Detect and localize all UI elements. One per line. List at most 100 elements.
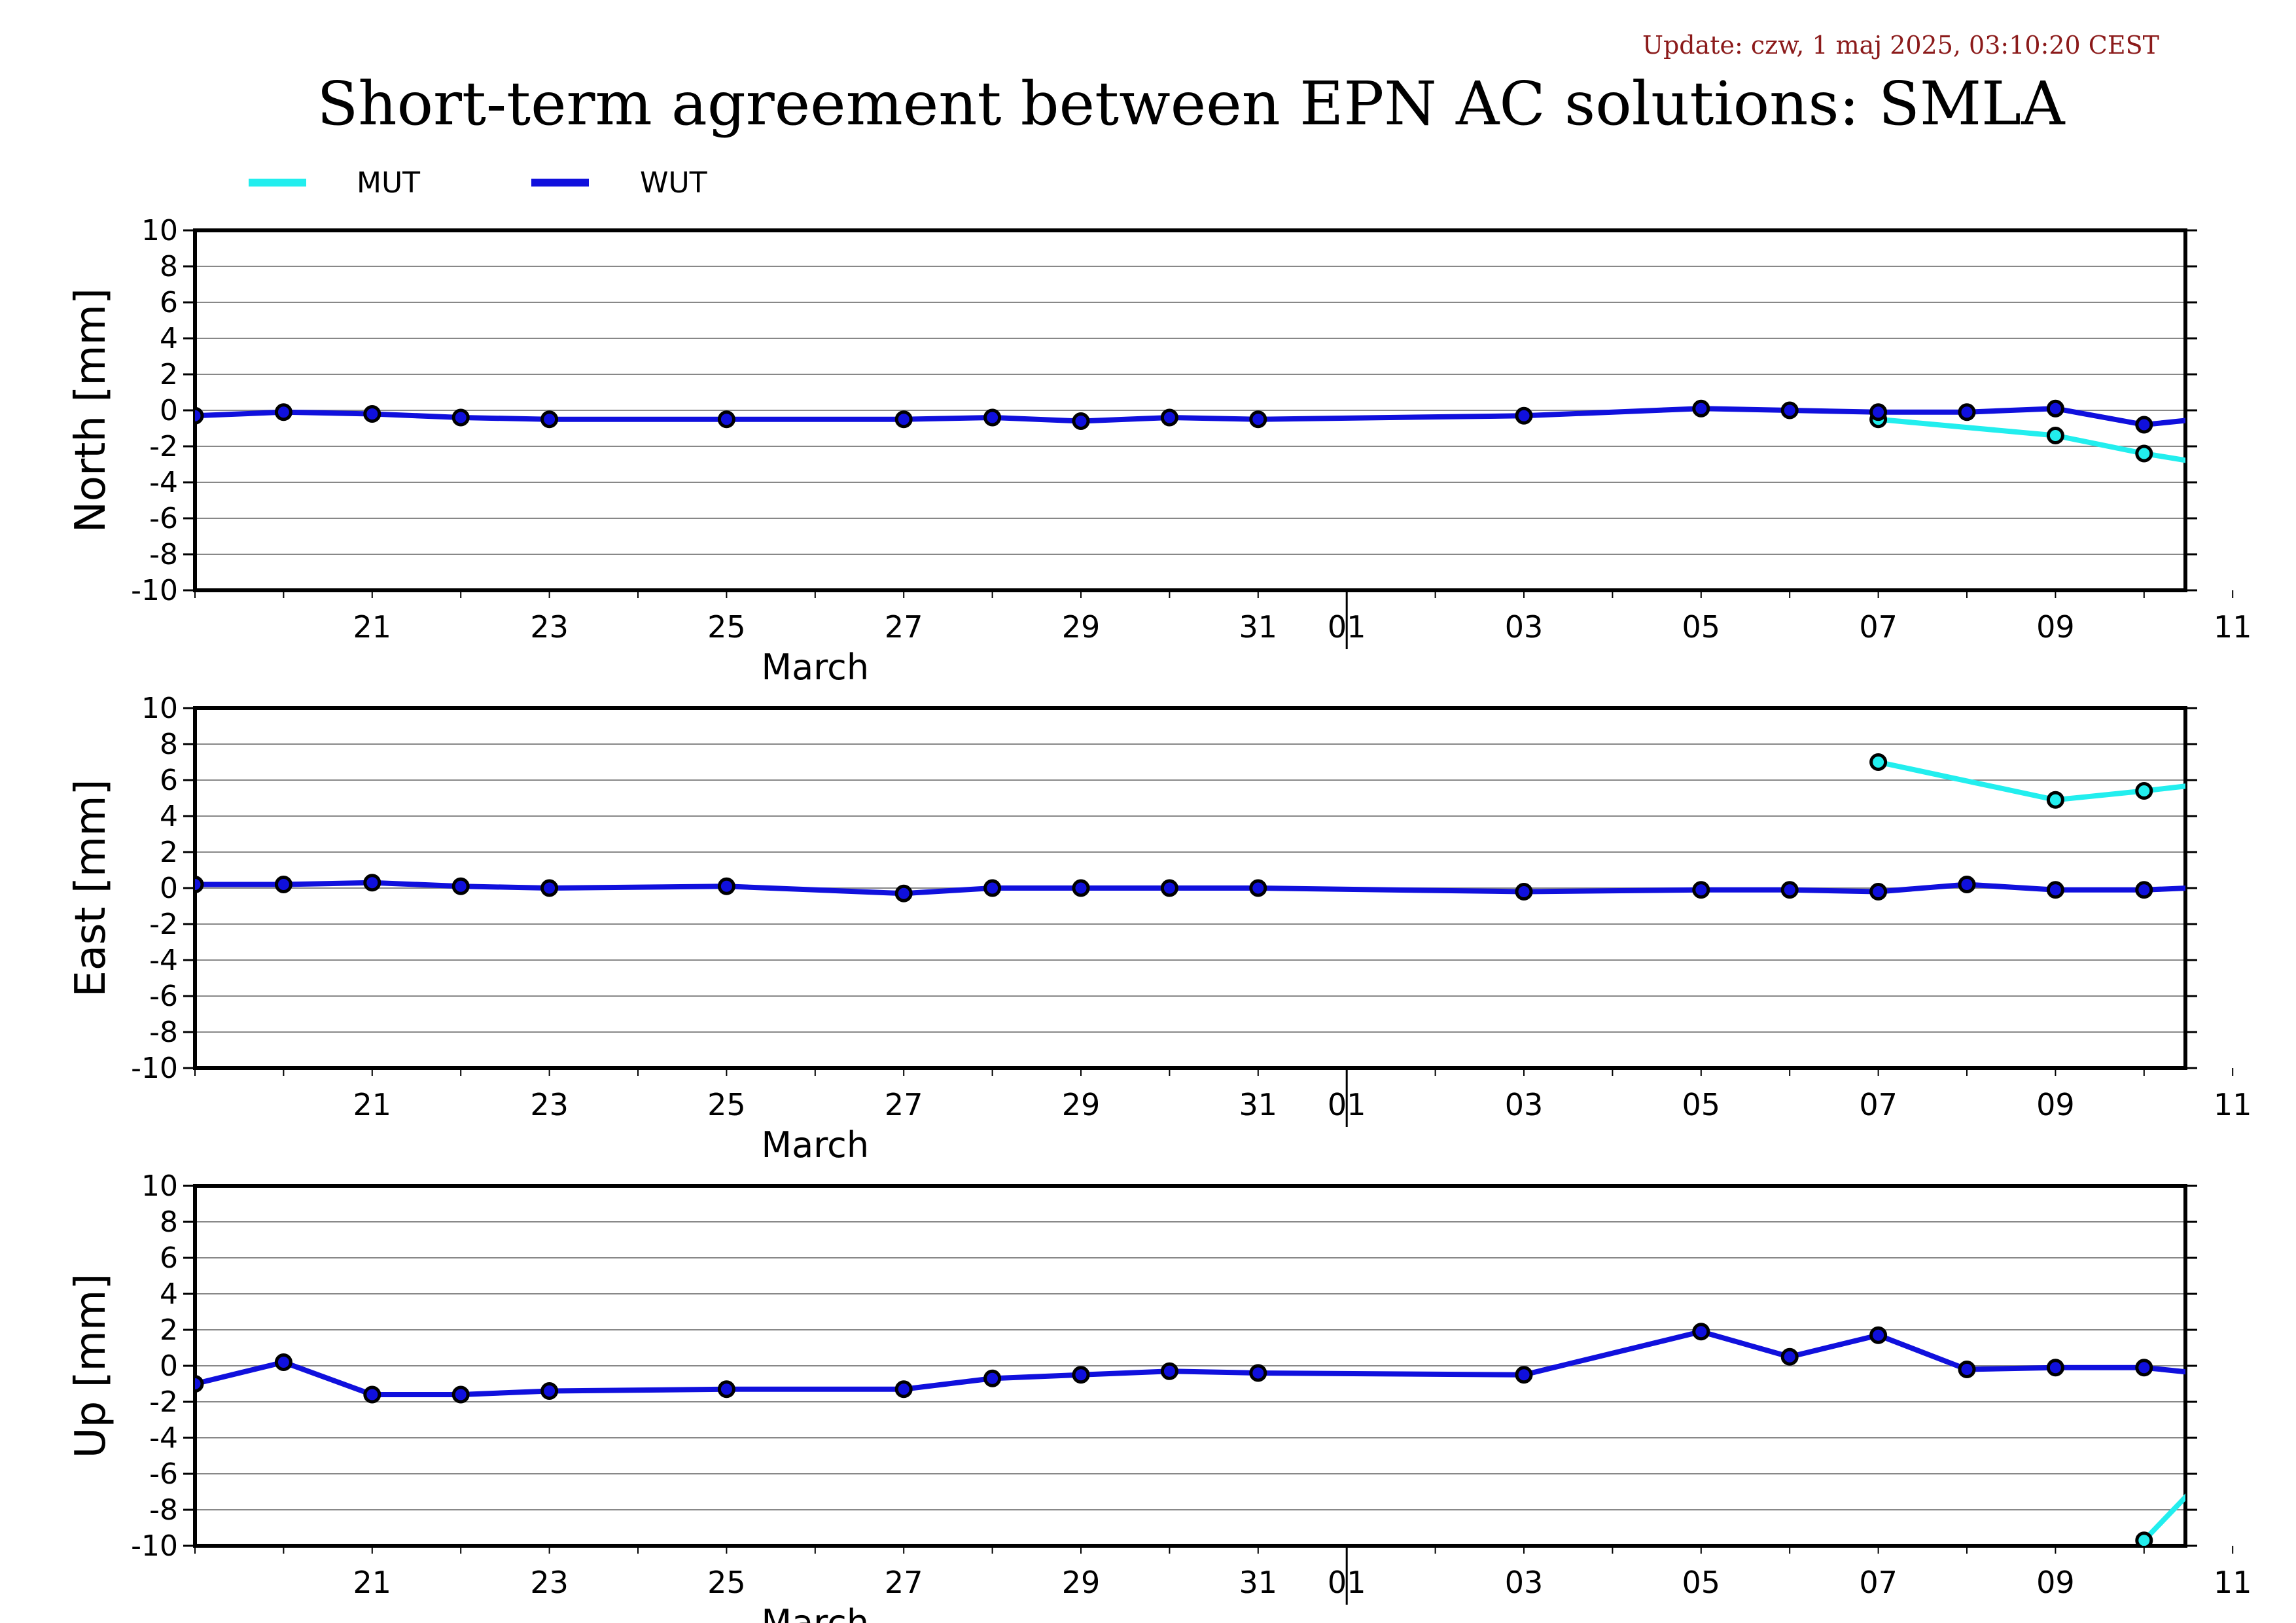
x-tick-label: 21 [353,609,392,645]
x-tick-label: 03 [1505,1565,1544,1600]
data-point-wut [195,876,204,893]
y-tick-label: 8 [160,728,178,761]
data-point-wut [2135,416,2153,434]
series-wut [195,874,2240,902]
y-tick-label: 10 [141,214,178,247]
data-point-wut [983,408,1002,427]
data-point-wut [363,1385,381,1404]
data-point-wut [2135,1359,2153,1377]
y-tick-label: 2 [160,1313,178,1347]
x-tick-label: 23 [530,1565,569,1600]
data-point-wut [1515,1366,1533,1384]
data-point-wut [1958,403,1976,421]
x-tick-label: 09 [2036,609,2075,645]
y-tick-label: 4 [160,322,178,355]
data-point-wut [717,1380,735,1399]
y-tick-label: 10 [141,692,178,725]
series-line-wut [195,1329,2185,1397]
data-point-wut [1692,399,1710,418]
data-point-wut [451,1385,470,1404]
y-tick-label: 6 [160,1241,178,1275]
series-mut [1869,753,2185,809]
x-tick-label: 23 [530,1087,569,1122]
data-point-wut [1072,412,1090,430]
y-tick-label: 0 [160,872,178,905]
x-tick-label: 03 [1505,609,1544,645]
x-tick-label: 27 [885,1087,923,1122]
y-tick-label: -6 [149,980,178,1013]
x-tick-label: 21 [353,1565,392,1600]
x-tick-label: 03 [1505,1087,1544,1122]
data-point-wut [2046,881,2064,899]
data-point-wut [2046,1359,2064,1377]
data-point-wut [451,408,470,427]
x-tick-label: 05 [1682,609,1721,645]
data-point-wut [540,1382,559,1400]
x-tick-label: 09 [2036,1565,2075,1600]
data-point-wut [1072,1366,1090,1384]
data-point-wut [1692,881,1710,899]
y-tick-label: -10 [131,1052,178,1085]
data-point-mut [2046,791,2064,809]
data-point-wut [1515,883,1533,901]
series-wut [195,1323,2185,1404]
x-tick-label: 25 [707,1087,746,1122]
y-axis-label: North [mm] [67,288,115,533]
y-tick-label: -2 [149,430,178,463]
update-timestamp: Update: czw, 1 maj 2025, 03:10:20 CEST [1642,31,2159,60]
data-point-wut [1072,879,1090,897]
series-line-mut [1878,416,2185,463]
y-tick-label: -6 [149,1457,178,1491]
data-point-wut [983,1369,1002,1387]
y-tick-label: 8 [160,1205,178,1239]
y-tick-label: -2 [149,1385,178,1419]
y-tick-label: -10 [131,1529,178,1563]
plot-frame [193,1184,2187,1548]
x-tick-label: 31 [1239,1565,1278,1600]
month-label: March [761,1602,869,1623]
x-tick-label: 21 [353,1087,392,1122]
data-point-wut [1160,1362,1178,1380]
data-point-wut [1869,883,1888,901]
y-tick-label: -10 [131,574,178,607]
data-point-wut [1160,879,1178,897]
x-tick-label: 23 [530,609,569,645]
data-point-wut [1780,1347,1799,1366]
y-tick-label: 2 [160,836,178,869]
x-tick-label: 29 [1062,1087,1101,1122]
data-point-wut [1692,1323,1710,1341]
data-point-mut [1869,753,1888,771]
x-tick-label: 27 [885,609,923,645]
series-line-wut [195,406,2185,427]
legend: MUT WUT [249,166,707,200]
month-label: March [761,647,869,688]
data-point-wut [2225,879,2240,893]
x-tick-label: 11 [2214,609,2252,645]
data-point-wut [717,877,735,895]
data-point-wut [1249,1364,1267,1382]
data-point-wut [540,410,559,429]
data-point-wut [1249,879,1267,897]
series-line-mut [2142,1493,2185,1543]
series-mut [1869,410,2185,463]
x-tick-label: 07 [1859,609,1898,645]
data-point-wut [1958,876,1976,893]
data-point-wut [894,410,913,429]
y-tick-label: 0 [160,394,178,427]
data-point-wut [894,1380,913,1399]
series-line-wut [195,880,2185,897]
series-line-mut [1877,759,2185,803]
data-point-wut [363,405,381,423]
data-point-wut [894,884,913,902]
x-tick-label: 11 [2214,1565,2252,1600]
x-tick-label: 01 [1328,1087,1366,1122]
data-point-wut [2046,399,2064,418]
x-tick-label: 07 [1859,1565,1898,1600]
data-point-wut [1869,403,1888,421]
data-point-wut [1780,881,1799,899]
data-point-mut [2046,427,2064,444]
data-point-wut [274,876,292,893]
